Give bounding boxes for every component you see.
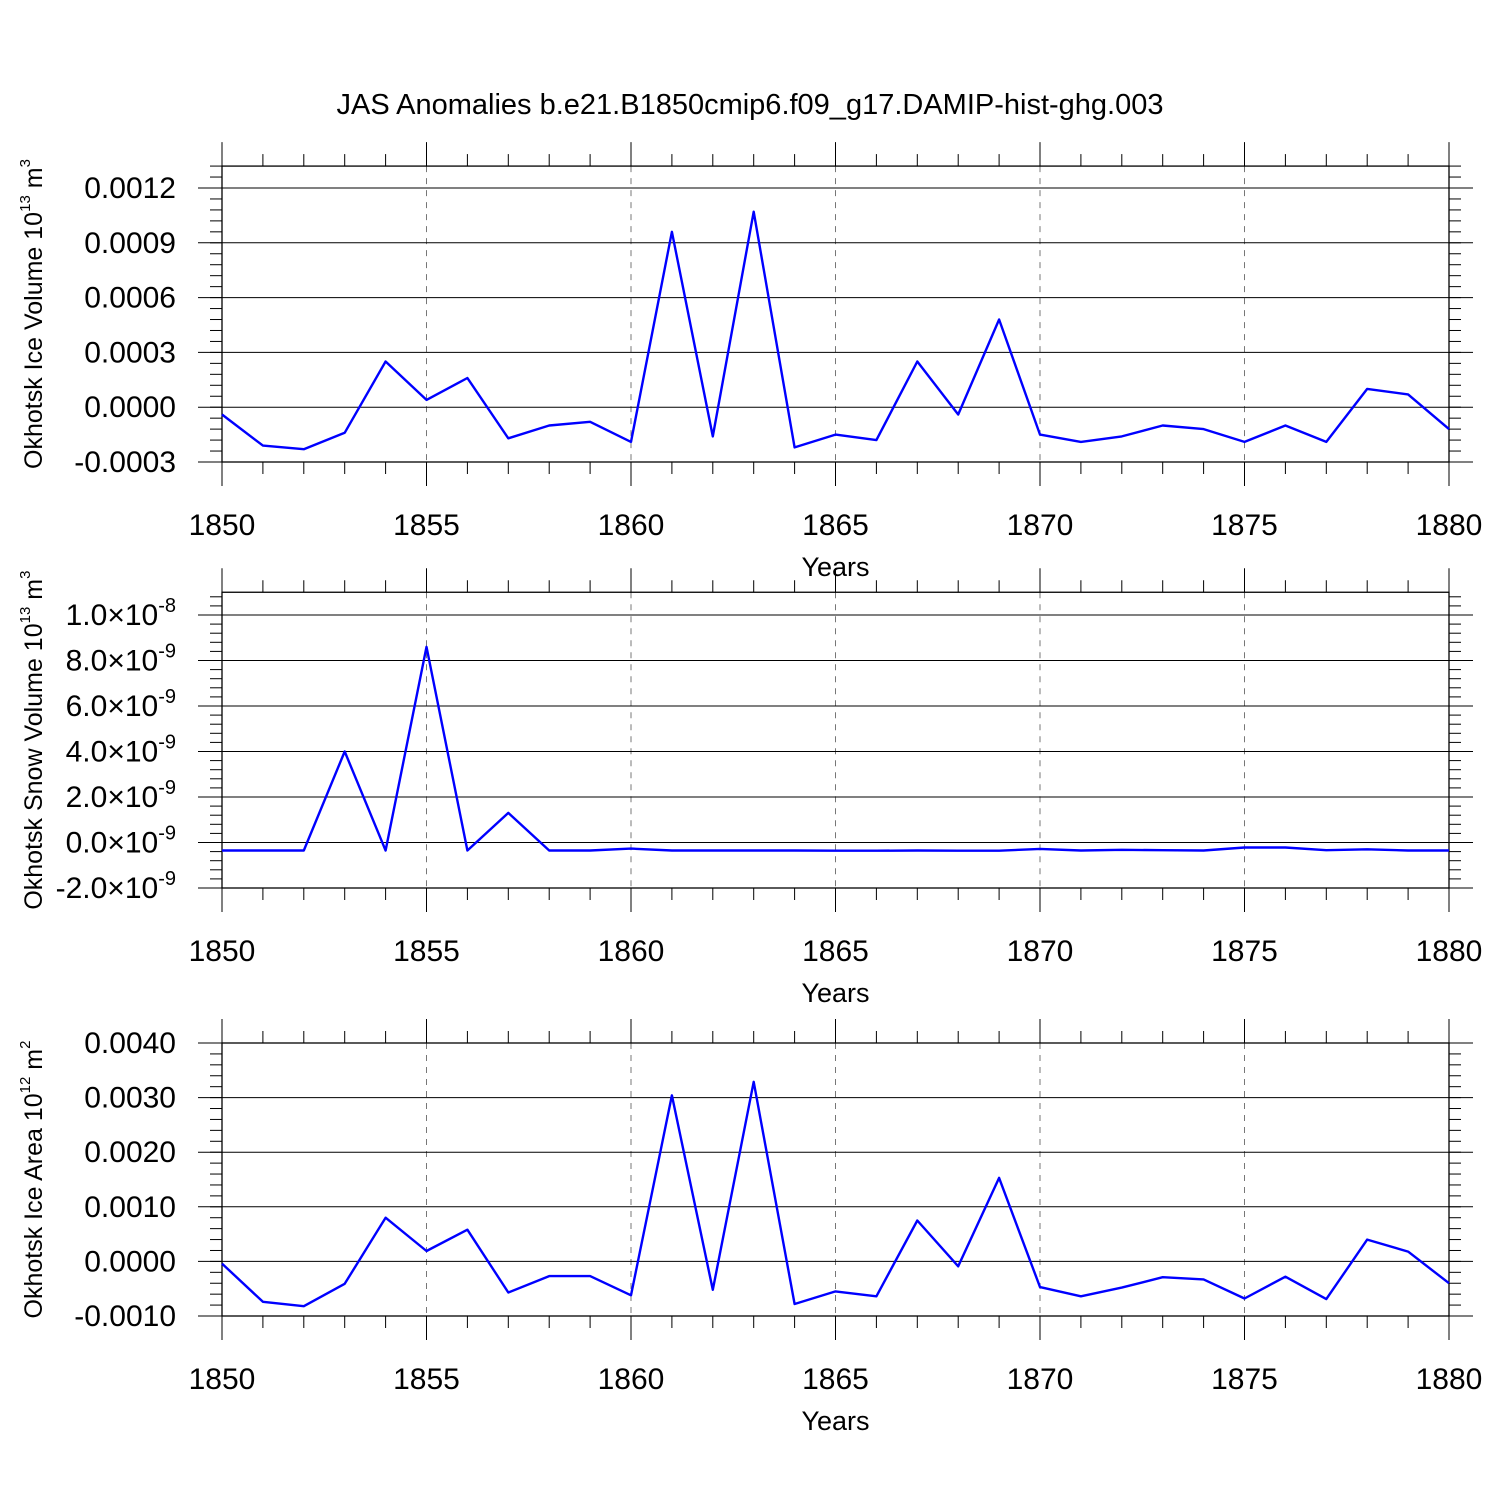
x-tick-label: 1875 [1211,509,1278,542]
y-tick-label: 0.0009 [84,227,176,260]
x-tick-label: 1880 [1416,1363,1483,1396]
y-tick-label: 0.0006 [84,282,176,315]
x-tick-label: 1875 [1211,935,1278,968]
y-tick-label: -2.0×10-9 [56,868,176,905]
x-tick-label: 1865 [802,935,869,968]
y-tick-label: 8.0×10-9 [66,641,176,678]
x-tick-label: 1870 [1007,935,1074,968]
x-tick-label: 1880 [1416,935,1483,968]
x-tick-label: 1865 [802,1363,869,1396]
x-tick-label: 1855 [393,509,460,542]
x-tick-label: 1875 [1211,1363,1278,1396]
y-tick-label: 6.0×10-9 [66,686,176,723]
y-axis-title: Okhotsk Snow Volume 1013 m3 [17,571,48,910]
y-tick-label: 0.0020 [84,1136,176,1169]
x-tick-label: 1865 [802,509,869,542]
panel-1: 1850 1855 1860 1865 1870 1875 1880 -0.0003 0.000… [17,142,1482,582]
y-axis-title: Okhotsk Ice Area 1012 m2 [17,1041,48,1319]
chart-panels: 1850 1855 1860 1865 1870 1875 1880 -0.0003 0.000… [17,142,1482,1436]
y-axis-title: Okhotsk Ice Volume 1013 m3 [17,159,48,469]
panel-3: 1850 1855 1860 1865 1870 1875 1880 -0.0010 0.000… [17,1019,1482,1436]
y-tick-label: -0.0010 [74,1300,176,1333]
figure-title: JAS Anomalies b.e21.B1850cmip6.f09_g17.D… [337,89,1164,121]
y-tick-label: 1.0×10-8 [66,595,176,632]
x-axis-title: Years [801,1406,869,1436]
series-line [222,645,1449,852]
x-tick-label: 1860 [598,1363,665,1396]
x-tick-label: 1850 [189,1363,256,1396]
y-tick-label: 0.0040 [84,1027,176,1060]
x-tick-label: 1870 [1007,509,1074,542]
y-tick-label: 4.0×10-9 [66,732,176,769]
x-tick-label: 1850 [189,509,256,542]
panel-2: 1850 1855 1860 1865 1870 1875 1880 -2.0×10-9 0.0… [17,568,1482,1008]
y-tick-label: 0.0000 [84,391,176,424]
x-tick-label: 1855 [393,1363,460,1396]
x-tick-label: 1860 [598,935,665,968]
x-tick-label: 1850 [189,935,256,968]
x-tick-label: 1860 [598,509,665,542]
y-tick-label: 0.0010 [84,1191,176,1224]
y-tick-label: 0.0003 [84,336,176,369]
x-tick-label: 1880 [1416,509,1483,542]
x-tick-label: 1855 [393,935,460,968]
y-tick-label: 0.0000 [84,1245,176,1278]
y-tick-label: -0.0003 [74,446,176,479]
x-axis-title: Years [801,978,869,1008]
y-tick-label: 0.0030 [84,1082,176,1115]
y-tick-label: 0.0×10-9 [66,823,176,860]
series-line [221,1080,1450,1308]
series-line [221,210,1450,451]
y-tick-label: 2.0×10-9 [66,777,176,814]
x-tick-label: 1870 [1007,1363,1074,1396]
y-tick-label: 0.0012 [84,172,176,205]
